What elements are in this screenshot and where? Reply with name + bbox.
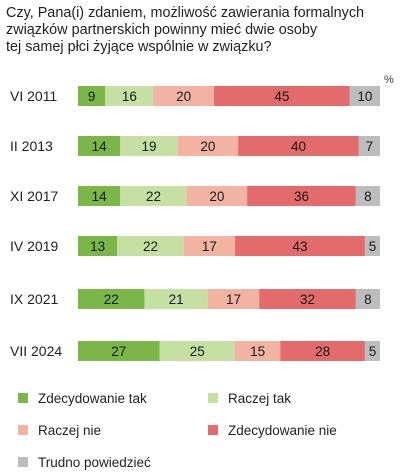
legend-swatch [18,393,28,403]
legend-label: Raczej nie [38,423,101,438]
data-label: 36 [294,189,309,204]
data-label: 10 [357,89,372,104]
bar-segment [78,341,160,361]
legend-swatch [208,393,218,403]
bar-segment [120,136,178,156]
bar-segment [117,236,184,256]
bar-segment [78,86,106,106]
bar-segment [183,236,236,256]
category-label: II 2013 [10,138,53,154]
bar-segment [186,186,248,206]
unit-label: % [384,74,394,86]
bar-segment [153,86,214,106]
bar-segment [78,186,121,206]
bar-segment [280,341,365,361]
data-label: 45 [274,89,289,104]
data-label: 27 [111,344,126,359]
bar-segment [78,136,121,156]
data-label: 40 [291,139,306,154]
data-label: 5 [369,344,377,359]
legend-label: Zdecydowanie tak [38,391,147,406]
bar-segment [144,289,208,309]
data-label: 16 [122,89,137,104]
bar-segment [207,289,260,309]
data-label: 20 [200,139,215,154]
data-label: 8 [364,189,372,204]
bar-segment [78,289,145,309]
legend-label: Raczej tak [228,391,291,406]
bar-segment [159,341,236,361]
legend-label: Zdecydowanie nie [228,423,337,438]
data-label: 43 [292,239,307,254]
data-label: 28 [315,344,330,359]
bar-segment [358,136,380,156]
data-label: 21 [169,292,184,307]
data-label: 20 [209,189,224,204]
bar-segment [349,86,380,106]
data-label: 9 [88,89,96,104]
data-label: 22 [143,239,158,254]
legend-label: Trudno powiedzieć [38,455,151,470]
data-label: 15 [250,344,265,359]
bar-segment [364,341,380,361]
chart-title-line-3: tej samej płci żyjące wspólnie w związku… [6,39,272,55]
bar-segment [259,289,356,309]
data-label: 14 [92,189,108,204]
data-label: 19 [141,139,156,154]
category-label: VI 2011 [10,88,57,104]
data-label: 7 [366,139,374,154]
chart-title-line-1: Czy, Pana(i) zdaniem, możliwość zawieran… [6,5,365,21]
legend-swatch [18,425,28,435]
bar-segment [78,236,118,256]
data-label: 25 [190,344,205,359]
bar-segment [235,341,281,361]
data-label: 22 [104,292,119,307]
data-label: 8 [364,292,372,307]
bar-segment [177,136,239,156]
category-label: VII 2024 [10,343,62,359]
bar-segment [120,186,187,206]
chart-title: Czy, Pana(i) zdaniem, możliwość zawieran… [6,5,394,56]
bar-segment [213,86,350,106]
bar-segment [364,236,380,256]
bar-segment [247,186,356,206]
legend-swatch [208,425,218,435]
data-label: 13 [90,239,105,254]
data-label: 32 [300,292,315,307]
legend-swatch [18,457,28,467]
bar-segment [105,86,154,106]
category-label: IX 2021 [10,291,58,307]
data-label: 14 [92,139,108,154]
data-label: 17 [226,292,241,307]
category-label: XI 2017 [10,188,58,204]
chart-title-line-2: związków partnerskich powinny mieć dwie … [6,22,318,38]
bar-segment [235,236,365,256]
bar-segment [355,186,380,206]
bar-segment [355,289,380,309]
category-label: IV 2019 [10,238,58,254]
data-label: 20 [176,89,191,104]
data-label: 22 [146,189,161,204]
data-label: 17 [202,239,217,254]
data-label: 5 [369,239,377,254]
bar-segment [238,136,359,156]
